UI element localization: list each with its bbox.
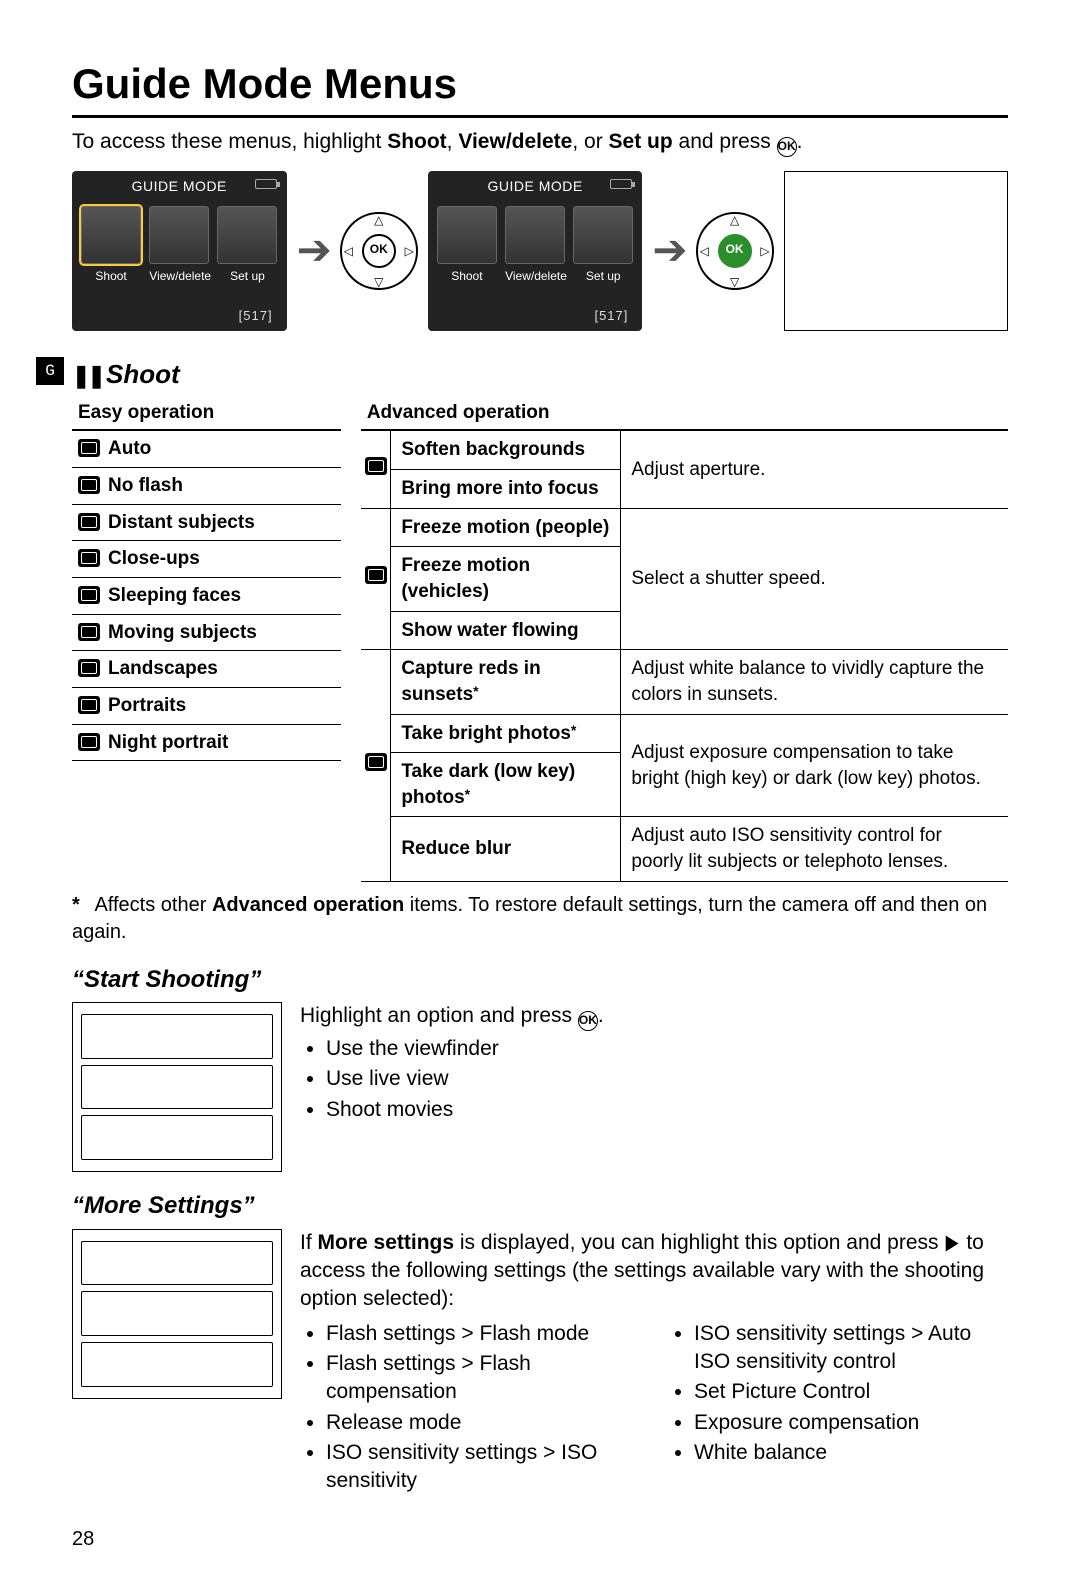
mode-icon <box>78 659 100 677</box>
list-item: Use live view <box>326 1065 1008 1093</box>
mode-icon <box>365 457 387 475</box>
list-item: Release mode <box>326 1409 640 1437</box>
footnote: * Affects other Advanced operation items… <box>72 892 1008 946</box>
list-item: ISO sensitivity settings > ISO sensitivi… <box>326 1439 640 1496</box>
side-tab: G <box>36 357 64 385</box>
mode-icon <box>78 476 100 494</box>
adv-desc: Adjust exposure compensation to take bri… <box>621 714 1008 817</box>
adv-label: Capture reds in sunsets* <box>391 650 621 714</box>
easy-row: Distant subjects <box>72 504 341 541</box>
adv-label: Freeze motion (people) <box>391 508 621 547</box>
easy-row: No flash <box>72 468 341 505</box>
intro-text: To access these menus, highlight Shoot, … <box>72 128 1008 157</box>
ok-icon: OK <box>578 1011 598 1031</box>
ok-icon: OK <box>777 137 797 157</box>
adv-label: Soften backgrounds <box>391 430 621 469</box>
easy-row: Close-ups <box>72 541 341 578</box>
easy-row: Portraits <box>72 687 341 724</box>
shoot-heading: Shoot <box>72 357 1008 392</box>
adv-label: Take bright photos* <box>391 714 621 753</box>
easy-row: Sleeping faces <box>72 577 341 614</box>
easy-row: Moving subjects <box>72 614 341 651</box>
adv-header: Advanced operation <box>361 396 1008 431</box>
battery-icon <box>255 179 277 189</box>
lcd-screenshot-1: GUIDE MODE Shoot View/delete Set up [517… <box>72 171 287 331</box>
list-item: Shoot movies <box>326 1096 1008 1124</box>
advanced-operation-table: Advanced operation Soften backgrounds Ad… <box>361 396 1008 882</box>
easy-row: Landscapes <box>72 651 341 688</box>
mode-icon <box>365 566 387 584</box>
adv-desc: Select a shutter speed. <box>621 508 1008 650</box>
adv-label: Freeze motion (vehicles) <box>391 547 621 611</box>
start-shooting-text: Highlight an option and press OK. Use th… <box>300 1002 1008 1126</box>
more-settings-heading: “More Settings” <box>72 1190 1008 1222</box>
easy-header: Easy operation <box>72 396 341 431</box>
dpad-icon: △▽◁▷ <box>340 212 418 290</box>
arrow-right-icon: ➔ <box>652 222 687 279</box>
more-settings-text: If More settings is displayed, you can h… <box>300 1229 1008 1498</box>
placeholder-box <box>784 171 1008 331</box>
adv-label: Reduce blur <box>391 817 621 881</box>
lcd-counter: [517] <box>239 307 273 325</box>
list-item: Set Picture Control <box>694 1378 1008 1406</box>
page-title: Guide Mode Menus <box>72 56 1008 118</box>
mode-icon <box>78 549 100 567</box>
page-number: 28 <box>72 1526 1008 1553</box>
battery-icon <box>610 179 632 189</box>
list-item: Use the viewfinder <box>326 1035 1008 1063</box>
list-item: Flash settings > Flash mode <box>326 1320 640 1348</box>
list-item: White balance <box>694 1439 1008 1467</box>
mode-icon <box>365 753 387 771</box>
mode-icon <box>78 696 100 714</box>
mode-icon <box>78 733 100 751</box>
list-item: Exposure compensation <box>694 1409 1008 1437</box>
lcd-screenshot-2: GUIDE MODE Shoot View/delete Set up [517… <box>428 171 643 331</box>
mode-icon-cell <box>361 650 391 881</box>
mode-icon <box>78 439 100 457</box>
mode-icon <box>78 513 100 531</box>
list-item: ISO sensitivity settings > Auto ISO sens… <box>694 1320 1008 1377</box>
mode-icon-cell <box>361 430 391 508</box>
play-icon: ▶ <box>946 1229 959 1257</box>
arrow-right-icon: ➔ <box>297 222 332 279</box>
dpad-ok-icon: △▽◁▷ <box>696 212 774 290</box>
mode-icon <box>78 623 100 641</box>
easy-operation-table: Easy operation Auto No flash Distant sub… <box>72 396 341 761</box>
start-shooting-heading: “Start Shooting” <box>72 964 1008 996</box>
easy-row: Night portrait <box>72 724 341 761</box>
mini-screenshot <box>72 1229 282 1399</box>
adv-label: Bring more into focus <box>391 470 621 509</box>
adv-desc: Adjust white balance to vividly capture … <box>621 650 1008 714</box>
adv-label: Show water flowing <box>391 611 621 650</box>
mini-screenshot <box>72 1002 282 1172</box>
easy-row: Auto <box>72 430 341 467</box>
adv-desc: Adjust auto ISO sensitivity control for … <box>621 817 1008 881</box>
adv-label: Take dark (low key) photos* <box>391 753 621 817</box>
screenshot-row: GUIDE MODE Shoot View/delete Set up [517… <box>72 171 1008 331</box>
mode-icon <box>78 586 100 604</box>
mode-icon-cell <box>361 508 391 650</box>
list-item: Flash settings > Flash compensation <box>326 1350 640 1407</box>
adv-desc: Adjust aperture. <box>621 430 1008 508</box>
